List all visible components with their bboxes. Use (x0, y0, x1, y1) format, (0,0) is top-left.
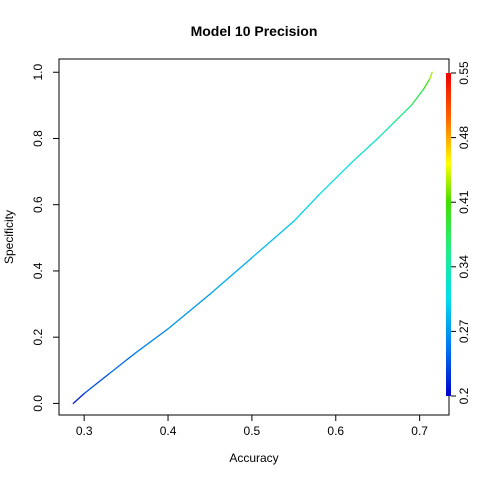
line-segment (167, 293, 211, 330)
line-segment (429, 71, 433, 80)
line-segment (108, 353, 136, 375)
line-segment (209, 257, 253, 295)
color-scale-tick-label: 0.34 (457, 255, 471, 279)
line-segment (133, 328, 169, 355)
y-tick-label: 0.2 (31, 329, 45, 346)
color-scale-tick-label: 0.41 (457, 190, 471, 214)
y-axis-label: Specificity (2, 210, 16, 264)
y-tick-label: 0.8 (31, 130, 45, 147)
line-segment (393, 104, 412, 123)
y-tick-label: 0.6 (31, 196, 45, 213)
line-segment (293, 194, 320, 222)
line-segment (318, 161, 354, 196)
data-line (72, 71, 433, 405)
color-scale-tick-label: 0.55 (457, 61, 471, 85)
line-segment (251, 220, 295, 259)
y-axis: 0.0 0.2 0.4 0.6 0.8 1.0 (31, 64, 59, 412)
y-tick-label: 0.4 (31, 262, 45, 279)
x-tick-label: 0.5 (244, 424, 261, 438)
x-tick-label: 0.3 (76, 424, 93, 438)
x-tick-label: 0.4 (160, 424, 177, 438)
line-segment (351, 137, 379, 163)
chart-title: Model 10 Precision (191, 23, 318, 39)
color-scale-tick-label: 0.2 (457, 387, 471, 404)
x-tick-label: 0.7 (411, 424, 428, 438)
color-scale-tick-label: 0.27 (457, 319, 471, 343)
color-scale-axis: 0.2 0.27 0.34 0.41 0.48 0.55 (451, 61, 471, 404)
line-segment (410, 88, 425, 107)
plot-frame (58, 58, 450, 416)
x-axis-label: Accuracy (229, 451, 278, 465)
x-axis: 0.3 0.4 0.5 0.6 0.7 (76, 415, 428, 438)
line-segment (377, 121, 396, 140)
color-scale-bar (446, 73, 451, 396)
y-tick-label: 1.0 (31, 64, 45, 81)
line-segment (72, 392, 85, 405)
line-segment (423, 78, 431, 90)
color-scale-tick-label: 0.48 (457, 126, 471, 150)
line-segment (83, 372, 110, 395)
x-tick-label: 0.6 (327, 424, 344, 438)
y-tick-label: 0.0 (31, 395, 45, 412)
